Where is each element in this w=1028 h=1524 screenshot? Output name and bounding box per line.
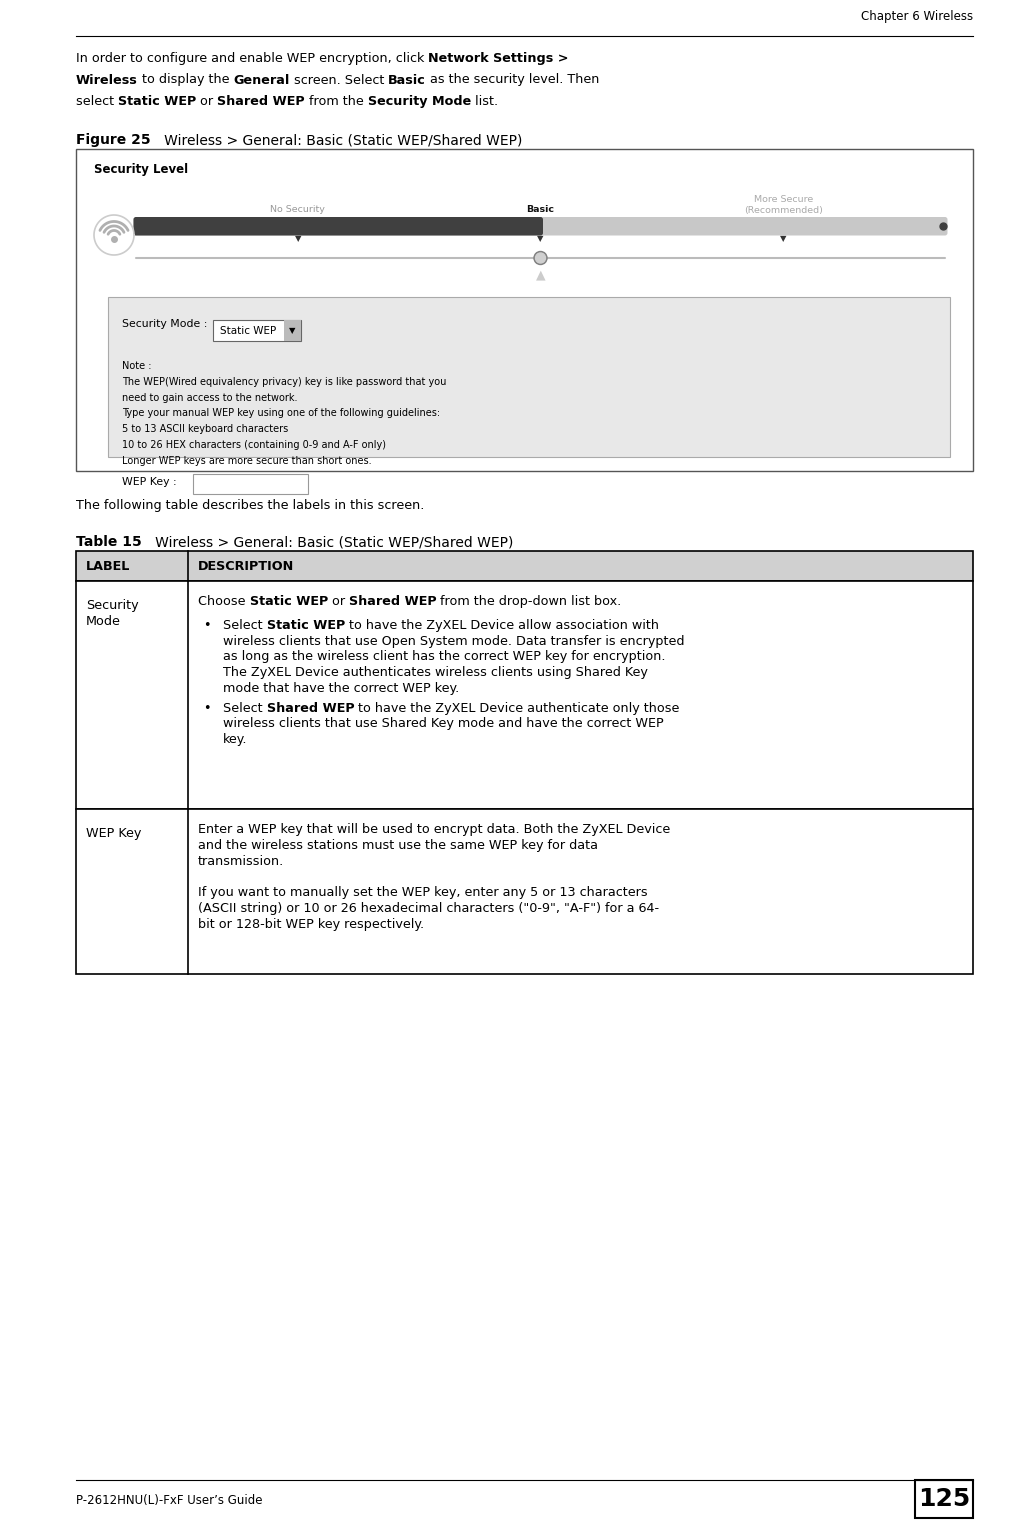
- Text: Security Mode :: Security Mode :: [122, 319, 208, 329]
- Text: Wireless > General: Basic (Static WEP/Shared WEP): Wireless > General: Basic (Static WEP/Sh…: [142, 535, 513, 549]
- Circle shape: [534, 251, 547, 265]
- Text: as the security level. Then: as the security level. Then: [426, 73, 599, 87]
- Text: or: or: [196, 94, 218, 108]
- Text: ▼: ▼: [780, 235, 786, 242]
- Text: More Secure
(Recommended): More Secure (Recommended): [744, 195, 822, 215]
- Text: 125: 125: [918, 1487, 970, 1510]
- Text: General: General: [233, 73, 290, 87]
- Text: ▲: ▲: [536, 268, 545, 280]
- FancyBboxPatch shape: [76, 149, 972, 471]
- Text: Static WEP: Static WEP: [118, 94, 196, 108]
- Text: ▼: ▼: [289, 326, 296, 335]
- FancyBboxPatch shape: [134, 216, 948, 236]
- Text: WEP Key :: WEP Key :: [122, 477, 177, 486]
- FancyBboxPatch shape: [213, 320, 301, 341]
- Text: list.: list.: [471, 94, 499, 108]
- Text: from the: from the: [305, 94, 368, 108]
- FancyBboxPatch shape: [76, 581, 972, 809]
- FancyBboxPatch shape: [284, 320, 301, 341]
- FancyBboxPatch shape: [134, 216, 543, 236]
- Text: 10 to 26 HEX characters (containing 0-9 and A-F only): 10 to 26 HEX characters (containing 0-9 …: [122, 440, 386, 450]
- Text: wireless clients that use Open System mode. Data transfer is encrypted: wireless clients that use Open System mo…: [223, 634, 685, 648]
- Text: Select: Select: [223, 701, 266, 715]
- Text: If you want to manually set the WEP key, enter any 5 or 13 characters: If you want to manually set the WEP key,…: [198, 885, 648, 899]
- Circle shape: [536, 253, 546, 264]
- Text: Note :: Note :: [122, 361, 151, 370]
- Text: Security: Security: [86, 599, 139, 613]
- Text: Wireless > General: Basic (Static WEP/Shared WEP): Wireless > General: Basic (Static WEP/Sh…: [151, 133, 522, 146]
- Text: ▼: ▼: [295, 235, 301, 242]
- Text: WEP Key: WEP Key: [86, 828, 142, 840]
- Text: wireless clients that use Shared Key mode and have the correct WEP: wireless clients that use Shared Key mod…: [223, 718, 664, 730]
- Text: DESCRIPTION: DESCRIPTION: [198, 559, 294, 573]
- Text: Basic: Basic: [388, 73, 426, 87]
- Text: ▼: ▼: [538, 235, 544, 242]
- FancyBboxPatch shape: [193, 474, 308, 494]
- FancyBboxPatch shape: [108, 297, 950, 457]
- Text: LABEL: LABEL: [86, 559, 131, 573]
- Text: The ZyXEL Device authenticates wireless clients using Shared Key: The ZyXEL Device authenticates wireless …: [223, 666, 648, 680]
- Text: to display the: to display the: [138, 73, 233, 87]
- Text: need to gain access to the network.: need to gain access to the network.: [122, 393, 297, 402]
- Text: Wireless: Wireless: [76, 73, 138, 87]
- Text: Choose: Choose: [198, 594, 250, 608]
- Text: •: •: [203, 619, 211, 632]
- Text: bit or 128-bit WEP key respectively.: bit or 128-bit WEP key respectively.: [198, 917, 425, 931]
- Text: Select: Select: [223, 619, 266, 632]
- Text: (ASCII string) or 10 or 26 hexadecimal characters ("0-9", "A-F") for a 64-: (ASCII string) or 10 or 26 hexadecimal c…: [198, 902, 659, 914]
- Text: Static WEP: Static WEP: [266, 619, 344, 632]
- Text: •: •: [203, 701, 211, 715]
- Text: key.: key.: [223, 733, 248, 747]
- FancyBboxPatch shape: [76, 809, 972, 974]
- Text: The WEP(Wired equivalency privacy) key is like password that you: The WEP(Wired equivalency privacy) key i…: [122, 376, 446, 387]
- Text: Security Mode: Security Mode: [368, 94, 471, 108]
- Text: Network Settings >: Network Settings >: [429, 52, 568, 66]
- Text: Table 15: Table 15: [76, 535, 142, 549]
- Text: and the wireless stations must use the same WEP key for data: and the wireless stations must use the s…: [198, 838, 598, 852]
- Text: No Security: No Security: [270, 206, 325, 215]
- Text: or: or: [328, 594, 348, 608]
- Text: Mode: Mode: [86, 614, 121, 628]
- Text: Figure 25: Figure 25: [76, 133, 151, 146]
- Text: The following table describes the labels in this screen.: The following table describes the labels…: [76, 498, 425, 512]
- Text: P-2612HNU(L)-FxF User’s Guide: P-2612HNU(L)-FxF User’s Guide: [76, 1494, 262, 1507]
- Text: transmission.: transmission.: [198, 855, 285, 867]
- Text: Enter a WEP key that will be used to encrypt data. Both the ZyXEL Device: Enter a WEP key that will be used to enc…: [198, 823, 670, 837]
- Text: Static WEP: Static WEP: [250, 594, 328, 608]
- Text: In order to configure and enable WEP encryption, click: In order to configure and enable WEP enc…: [76, 52, 429, 66]
- Text: as long as the wireless client has the correct WEP key for encryption.: as long as the wireless client has the c…: [223, 651, 665, 663]
- Text: Basic: Basic: [526, 206, 554, 215]
- Text: Static WEP: Static WEP: [220, 326, 277, 335]
- Text: Shared WEP: Shared WEP: [266, 701, 355, 715]
- Text: Longer WEP keys are more secure than short ones.: Longer WEP keys are more secure than sho…: [122, 456, 372, 466]
- Text: Chapter 6 Wireless: Chapter 6 Wireless: [860, 11, 972, 23]
- Text: from the drop-down list box.: from the drop-down list box.: [437, 594, 622, 608]
- Text: to have the ZyXEL Device authenticate only those: to have the ZyXEL Device authenticate on…: [355, 701, 680, 715]
- Text: Type your manual WEP key using one of the following guidelines:: Type your manual WEP key using one of th…: [122, 408, 440, 419]
- Text: select: select: [76, 94, 118, 108]
- FancyBboxPatch shape: [915, 1480, 972, 1518]
- Text: Security Level: Security Level: [94, 163, 188, 175]
- Text: 5 to 13 ASCII keyboard characters: 5 to 13 ASCII keyboard characters: [122, 424, 288, 434]
- Text: mode that have the correct WEP key.: mode that have the correct WEP key.: [223, 681, 460, 695]
- Text: Shared WEP: Shared WEP: [218, 94, 305, 108]
- FancyBboxPatch shape: [76, 552, 972, 581]
- Text: to have the ZyXEL Device allow association with: to have the ZyXEL Device allow associati…: [344, 619, 659, 632]
- Text: Shared WEP: Shared WEP: [348, 594, 437, 608]
- Text: screen. Select: screen. Select: [290, 73, 388, 87]
